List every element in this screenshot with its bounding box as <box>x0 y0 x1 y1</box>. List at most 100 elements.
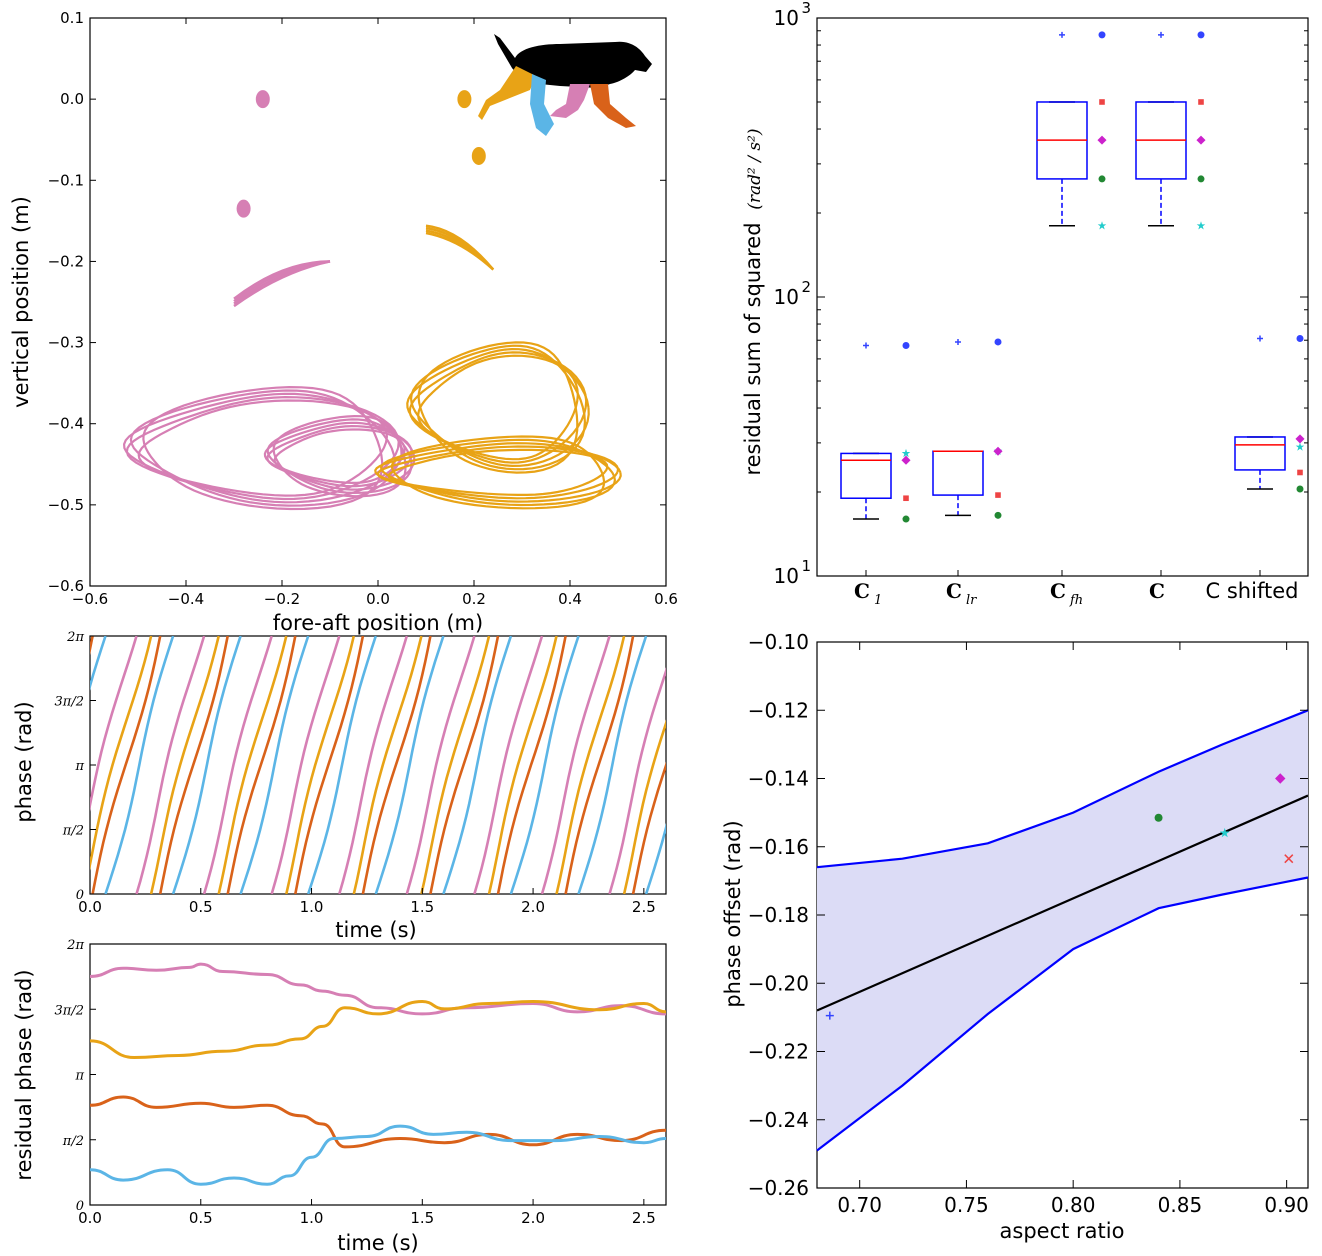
limb-trajectory-data <box>122 90 622 511</box>
phase-line <box>577 636 648 894</box>
trajectory-loop-0-0 <box>137 399 389 497</box>
phase-offset-ylabel: phase offset (rad) <box>721 820 745 1007</box>
y-tick-label: π/2 <box>62 1134 84 1149</box>
x-tick-label: 0.5 <box>189 1209 213 1227</box>
phase-line <box>217 636 288 894</box>
residual-boxplot-data <box>840 31 1305 523</box>
data-point-marker <box>1219 827 1230 838</box>
y-tick-label: 10 <box>774 285 799 309</box>
y-tick-exponent: 3 <box>801 0 811 17</box>
category-subscript: fh <box>1069 593 1083 608</box>
dog-body-icon <box>494 34 652 88</box>
y-tick-label: −0.20 <box>748 971 809 995</box>
phase-line <box>644 822 666 894</box>
box-body <box>932 450 984 496</box>
dog-hindleg-pink-icon <box>550 84 590 118</box>
trajectory-loop-0-1 <box>272 414 407 498</box>
y-tick-label: −0.1 <box>48 171 84 189</box>
phase-line <box>405 636 476 894</box>
x-tick-label: 1.0 <box>300 1209 324 1227</box>
phase-line <box>149 636 220 894</box>
residual-phase-ylabel: residual phase (rad) <box>12 969 36 1180</box>
box-point-marker <box>1098 31 1106 39</box>
phase-line <box>285 636 356 894</box>
y-tick-label: 10 <box>774 6 799 30</box>
phase-axes <box>89 635 667 895</box>
box-point-marker <box>1196 135 1206 145</box>
x-tick-label: 0.6 <box>654 590 678 608</box>
y-tick-exponent: 2 <box>801 278 811 296</box>
box-flier <box>955 338 961 345</box>
phase-line <box>487 636 558 894</box>
residual-boxplot-ylabel: residual sum of squared (rad² / s²) <box>741 128 765 475</box>
x-tick-label: 0.85 <box>1158 1193 1203 1217</box>
phase-line <box>608 667 666 894</box>
y-tick-label: π/2 <box>62 824 84 839</box>
trajectory-arc-0-0 <box>233 260 331 300</box>
trajectory-loop-0-1 <box>266 424 413 488</box>
data-point-marker <box>1284 854 1294 864</box>
box-point-marker <box>1097 221 1107 230</box>
y-tick-label: 3π/2 <box>55 1003 84 1018</box>
y-tick-label: 2π <box>66 938 84 953</box>
y-tick-label: −0.26 <box>748 1176 809 1200</box>
box-point-marker <box>1295 442 1305 451</box>
trajectory-arc-1-0 <box>425 224 495 271</box>
x-tick-label: 1.0 <box>300 898 324 916</box>
trajectory-loop-0-1 <box>266 418 413 495</box>
dog-hindleg-orange-icon <box>590 84 636 128</box>
limb-trajectory-xlabel: fore-aft position (m) <box>273 611 483 635</box>
trajectory-loop-0-0 <box>142 385 384 511</box>
y-tick-label: −0.2 <box>48 252 84 270</box>
x-tick-label: −0.2 <box>264 590 300 608</box>
phase-line <box>135 636 206 894</box>
phase-line <box>420 636 491 894</box>
box-point-marker <box>995 492 1001 498</box>
residual-phase-line <box>89 962 667 1016</box>
trajectory-cluster-1-1 <box>471 146 486 165</box>
phase-offset-panel: 0.70 0.75 0.80 0.85 0.90 −0.10 −0.12 −0.14 −0.16… <box>721 630 1309 1243</box>
box-body <box>1234 436 1286 471</box>
phase-line <box>294 636 365 894</box>
residual-phase-ticks: 0.0 0.5 1.0 1.5 2.0 2.5 0 π/2 π 3π/2 2π <box>55 938 656 1227</box>
box-flier <box>1059 31 1065 38</box>
box-point-marker <box>1296 334 1304 342</box>
x-tick-label: 2.0 <box>521 898 545 916</box>
x-tick-label: 0.80 <box>1051 1193 1096 1217</box>
y-tick-label: π <box>74 1069 84 1084</box>
category-subscript: 1 <box>874 593 882 608</box>
x-tick-label: 0.75 <box>944 1193 989 1217</box>
phase-line <box>496 636 567 894</box>
trajectory-loop-1-1 <box>387 448 609 496</box>
phase-line <box>473 636 544 894</box>
residual-phase-xlabel: time (s) <box>337 1231 418 1255</box>
box-point-marker <box>1296 485 1304 493</box>
box-flier <box>1257 335 1263 342</box>
residual-phase-axes <box>89 943 667 1206</box>
x-tick-label: 0.90 <box>1264 1193 1309 1217</box>
trajectory-loop-1-1 <box>390 435 606 510</box>
phase-ticks: 0.0 0.5 1.0 1.5 2.0 2.5 0 π/2 π 3π/2 2π <box>55 630 656 916</box>
phase-ylabel: phase (rad) <box>12 701 36 822</box>
phase-line <box>442 636 513 894</box>
confidence-band <box>817 710 1308 1151</box>
box-point-marker <box>994 338 1002 346</box>
residual-boxplot-ylabel-unit: (rad² / s²) <box>745 128 765 209</box>
y-tick-label: −0.3 <box>48 334 84 352</box>
trajectory-loop-0-0 <box>122 392 403 504</box>
trajectory-cluster-0-0 <box>255 90 270 109</box>
y-tick-label: 10 <box>774 564 799 588</box>
x-tick-label: −0.6 <box>72 590 108 608</box>
trajectory-loop-1-0 <box>408 351 588 464</box>
x-tick-label: 0.4 <box>558 590 582 608</box>
phase-offset-data <box>816 709 1309 1152</box>
phase-line <box>90 636 138 812</box>
x-tick-label: 0.70 <box>837 1193 882 1217</box>
data-point-marker <box>1275 773 1286 784</box>
dog-foreleg-yellow-icon <box>478 66 536 120</box>
trajectory-loop-0-0 <box>129 389 396 507</box>
trajectory-cluster-0-1 <box>236 199 251 218</box>
